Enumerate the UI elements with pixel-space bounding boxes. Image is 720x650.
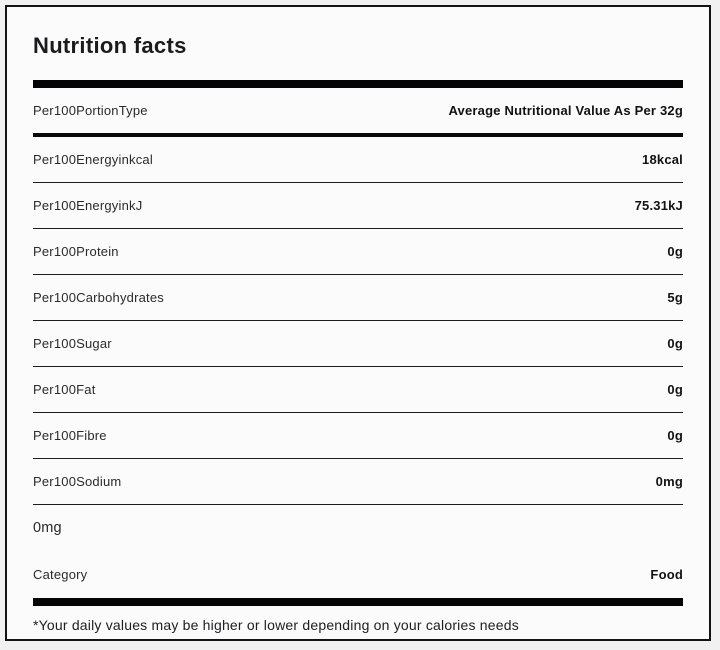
row-value: 0g xyxy=(667,382,683,397)
row-value: 0mg xyxy=(655,474,683,489)
row-label: Per100Sugar xyxy=(33,336,112,351)
row-value: 18kcal xyxy=(642,152,683,167)
row-label: Per100Sodium xyxy=(33,474,122,489)
top-divider-bar xyxy=(33,80,683,88)
nutrition-facts-card: Nutrition facts Per100PortionType Averag… xyxy=(5,5,711,641)
row-value: 0g xyxy=(667,428,683,443)
row-label: Per100EnergyinkJ xyxy=(33,198,143,213)
table-row: Per100Energyinkcal 18kcal xyxy=(33,137,683,183)
extra-value-row: 0mg xyxy=(33,505,683,550)
table-row: Per100Sugar 0g xyxy=(33,321,683,367)
daily-values-footnote: *Your daily values may be higher or lowe… xyxy=(33,617,519,633)
nutrition-rows: Per100Energyinkcal 18kcal Per100EnergyinkJ… xyxy=(33,137,683,505)
row-label: Per100Energyinkcal xyxy=(33,152,153,167)
page-title: Nutrition facts xyxy=(33,33,187,58)
table-row: Per100Carbohydrates 5g xyxy=(33,275,683,321)
table-row: Per100Fibre 0g xyxy=(33,413,683,459)
category-value: Food xyxy=(650,566,683,582)
bottom-divider-bar xyxy=(33,598,683,606)
table-row: Per100Sodium 0mg xyxy=(33,459,683,505)
table-row: Per100Fat 0g xyxy=(33,367,683,413)
extra-value-label: 0mg xyxy=(33,519,62,536)
category-label: Category xyxy=(33,566,88,582)
row-label: Per100Fibre xyxy=(33,428,107,443)
table-header-row: Per100PortionType Average Nutritional Va… xyxy=(33,88,683,137)
table-row: Per100EnergyinkJ 75.31kJ xyxy=(33,183,683,229)
header-label: Per100PortionType xyxy=(33,103,148,118)
row-label: Per100Protein xyxy=(33,244,119,259)
row-value: 75.31kJ xyxy=(634,198,683,213)
row-label: Per100Fat xyxy=(33,382,96,397)
row-value: 5g xyxy=(667,290,683,305)
table-row: Per100Protein 0g xyxy=(33,229,683,275)
header-value: Average Nutritional Value As Per 32g xyxy=(448,103,683,118)
row-value: 0g xyxy=(667,244,683,259)
row-value: 0g xyxy=(667,336,683,351)
category-row: Category Food xyxy=(33,550,683,598)
row-label: Per100Carbohydrates xyxy=(33,290,164,305)
